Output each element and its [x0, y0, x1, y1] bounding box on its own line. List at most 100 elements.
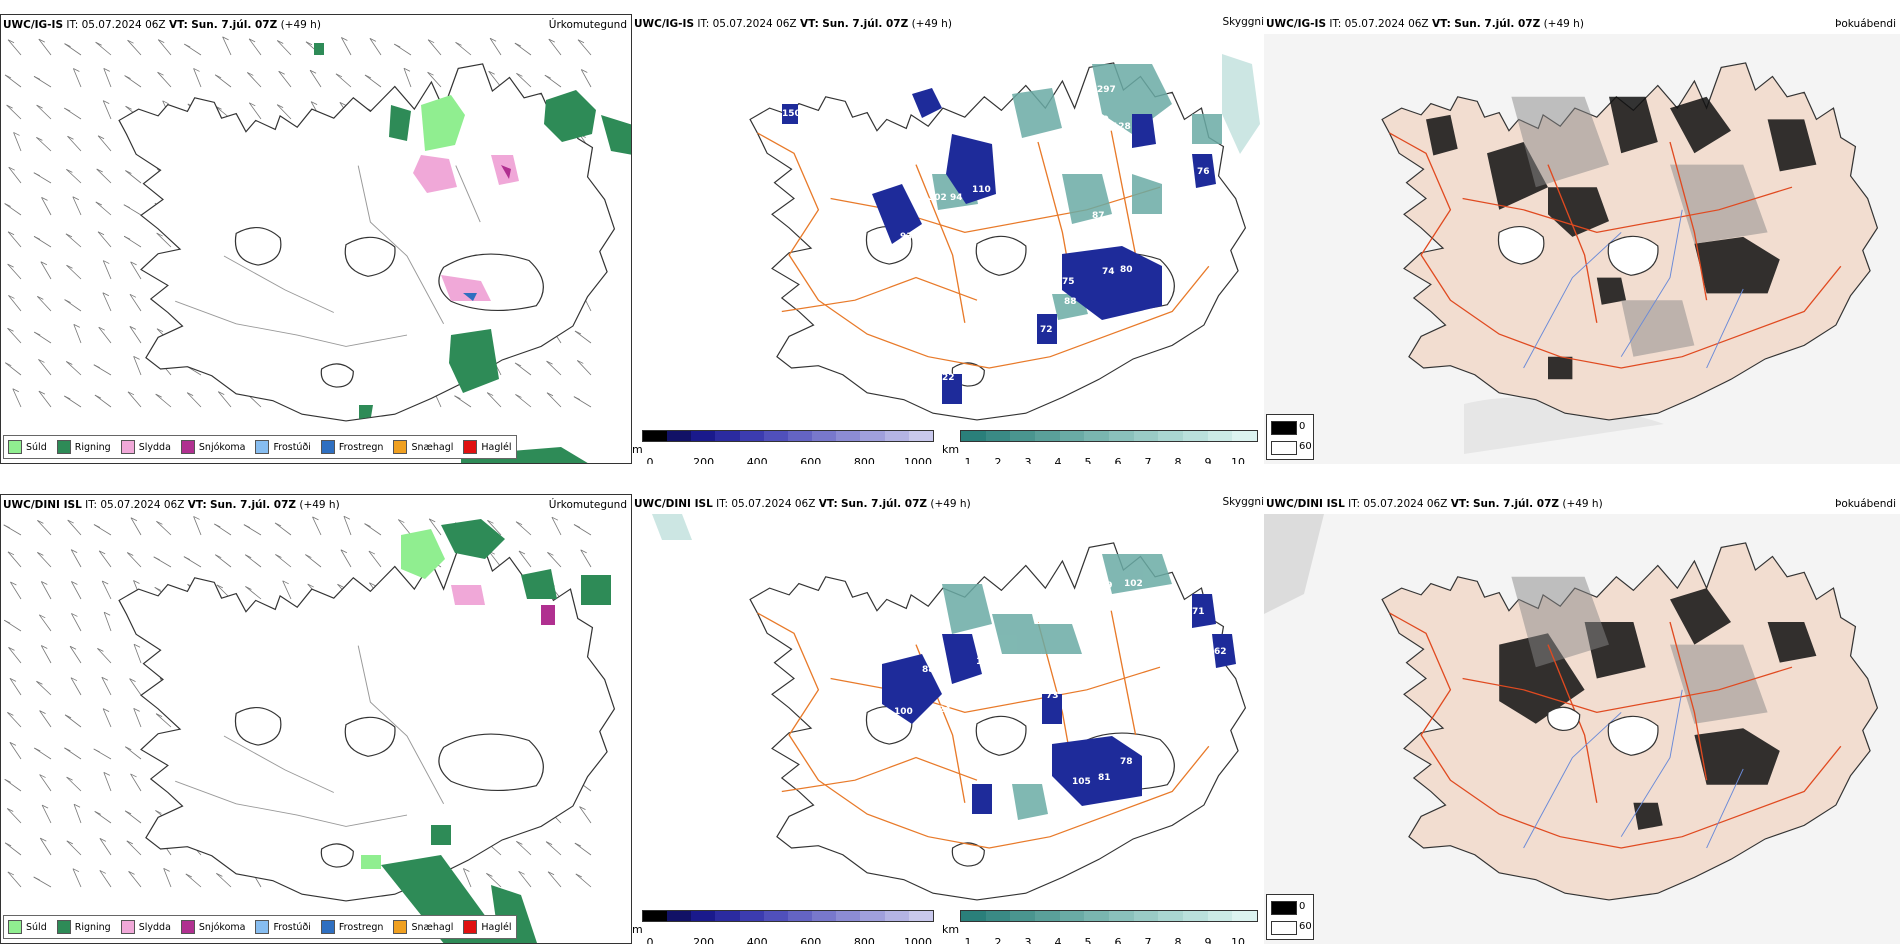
colorbar-swatch: [715, 911, 740, 921]
wind-barb-feather: [573, 524, 581, 528]
wind-barb-feather: [337, 583, 344, 588]
wind-barb: [36, 104, 52, 120]
wind-barb-feather: [4, 74, 12, 79]
wind-barb-feather: [312, 516, 319, 521]
vt-value: Sun. 7.júl. 07Z: [841, 498, 927, 510]
precip-type-legend: Súld Rigning Slydda Snjókoma Frostúði Fr…: [3, 435, 517, 459]
wind-barb: [101, 580, 112, 600]
wind-barb: [133, 356, 142, 376]
wind-barb: [575, 873, 592, 888]
panel-header: UWC/IG-IS IT: 05.07.2024 06Z VT: Sun. 7.…: [634, 18, 952, 30]
ceiling-colorbar: m 0 200 400 600 800 1000: [632, 430, 936, 464]
it-label: IT:: [85, 499, 98, 511]
wind-barb-feather: [73, 803, 81, 808]
wind-barb: [129, 294, 142, 312]
wind-barb-feather: [486, 872, 493, 877]
wind-barb-feather: [8, 166, 15, 171]
wind-barb-feather: [103, 771, 111, 776]
fog-high-label: 0: [1299, 421, 1306, 432]
product-title: Þokuábendi: [1835, 498, 1896, 510]
wind-barb-feather: [4, 842, 12, 847]
wind-barb: [66, 169, 82, 184]
ceiling-label: 210: [1090, 115, 1109, 125]
wind-barb-feather: [282, 580, 289, 585]
colorbar-swatch: [787, 911, 813, 921]
legend-label: Snæhagl: [411, 441, 454, 453]
wind-barb: [67, 135, 82, 152]
visibility-colorbar-swatches: [960, 910, 1258, 922]
wind-barb: [64, 299, 82, 312]
colorbar-tick: 10: [1231, 456, 1245, 464]
ceiling-label: 100: [894, 707, 913, 717]
ceiling-label: 91: [938, 673, 951, 683]
wind-barb-feather: [99, 870, 106, 874]
wind-barb-feather: [127, 391, 135, 396]
fog-swatch-high: [1271, 901, 1297, 915]
ceiling-label: 88: [1064, 297, 1077, 307]
wind-barb: [13, 132, 22, 152]
wind-barb-feather: [183, 556, 191, 560]
colorbar-swatch: [1158, 911, 1183, 921]
ceiling-label: 150: [782, 109, 801, 119]
wind-barb: [40, 645, 52, 664]
wind-barb: [544, 74, 562, 88]
wind-barb-feather: [243, 524, 251, 528]
it-value: 05.07.2024 06Z: [100, 499, 185, 511]
model-name: UWC/DINI ISL: [634, 498, 713, 510]
colorbar-swatch: [812, 911, 837, 921]
wind-barb: [66, 361, 82, 376]
wind-barb: [155, 713, 172, 728]
vt-label: VT:: [1431, 18, 1451, 30]
it-value: 05.07.2024 06Z: [1344, 18, 1429, 30]
wind-barb: [579, 806, 592, 824]
ceiling-label: 128: [1112, 122, 1131, 132]
precip-type-map: [3, 515, 616, 943]
wind-barb: [580, 69, 592, 88]
wind-barb-feather: [579, 806, 586, 810]
legend-swatch: [180, 920, 195, 934]
wind-barb: [125, 170, 142, 184]
wind-barb: [66, 776, 82, 792]
wind-barb: [193, 516, 202, 536]
wind-barb-feather: [97, 647, 104, 652]
wind-barb-feather: [37, 552, 44, 556]
wind-barb-feather: [368, 550, 376, 555]
ceiling-label: 68: [1157, 119, 1170, 129]
legend-swatch: [255, 440, 270, 454]
legend-label: Frostregn: [338, 921, 384, 933]
ceiling-label: 102: [928, 193, 947, 203]
wind-barb: [72, 68, 82, 88]
ceiling-label: 202: [982, 645, 1001, 655]
colorbar-swatch: [1034, 431, 1060, 441]
wind-barb-feather: [10, 581, 17, 586]
colorbar-swatch: [1059, 431, 1085, 441]
colorbar-swatch: [884, 911, 909, 921]
wind-barb: [36, 137, 52, 152]
it-label: IT:: [1348, 498, 1361, 510]
wind-barb-feather: [216, 584, 224, 589]
wind-barb-feather: [71, 581, 78, 585]
wind-barb: [276, 40, 292, 56]
legend-item: Slydda: [120, 440, 171, 454]
wind-barb-feather: [102, 708, 110, 712]
wind-barb-feather: [7, 39, 15, 44]
wind-barb: [341, 37, 352, 56]
wind-barb: [103, 68, 112, 88]
it-label: IT:: [697, 18, 710, 30]
wind-barb: [217, 391, 232, 408]
fog-areas: [1499, 588, 1817, 830]
colorbar-swatch: [1108, 431, 1134, 441]
wind-barb-feather: [455, 41, 462, 46]
vt-value: Sun. 7.júl. 07Z: [822, 18, 909, 30]
wind-barb: [124, 75, 142, 88]
ceiling-label: 75: [1062, 277, 1075, 287]
wind-barb: [38, 38, 52, 56]
wind-barb-feather: [72, 868, 80, 873]
legend-label: Haglél: [481, 921, 512, 933]
model-name: UWC/IG-IS: [1266, 18, 1327, 30]
wind-barb: [486, 392, 502, 408]
wind-barb-feather: [309, 69, 317, 74]
colorbar-swatch: [961, 431, 986, 441]
wind-barb-feather: [71, 613, 78, 617]
wind-barb: [551, 517, 562, 536]
